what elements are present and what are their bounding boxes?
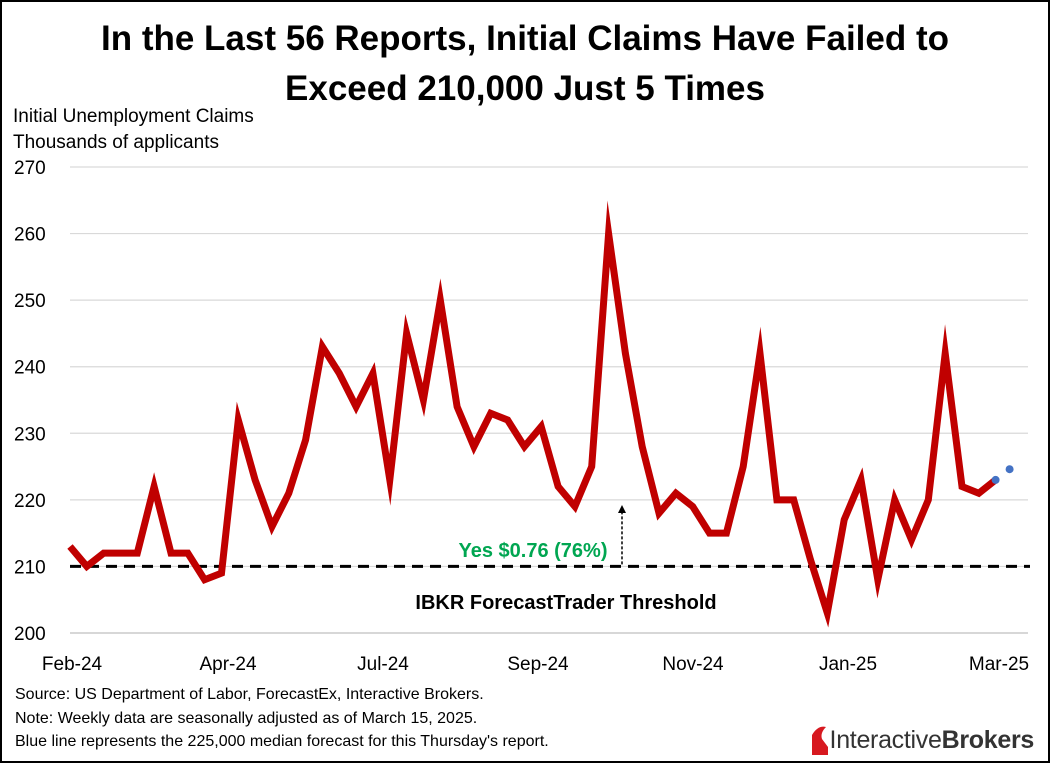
claims-data-point [338, 372, 340, 374]
claims-data-point [843, 519, 845, 521]
footnote-note: Note: Weekly data are seasonally adjuste… [15, 710, 478, 727]
claims-data-point [759, 352, 761, 354]
x-tick-label: Jul-24 [357, 654, 409, 675]
chart-title: In the Last 56 Reports, Initial Claims H… [2, 14, 1048, 114]
claims-data-point [372, 372, 374, 374]
claims-data-point [624, 352, 626, 354]
claims-data-point [793, 499, 795, 501]
claims-data-point [406, 332, 408, 334]
claims-data-point [692, 506, 694, 508]
claims-data-point [574, 506, 576, 508]
claims-data-point [523, 446, 525, 448]
y-axis-label-line-2: Thousands of applicants [13, 132, 219, 153]
annotation-label: Yes $0.76 (76%) [459, 540, 608, 562]
x-tick-label: Feb-24 [42, 654, 103, 675]
claims-data-point [136, 552, 138, 554]
forecast-point [991, 475, 1000, 484]
claims-data-point [187, 552, 189, 554]
claims-data-point [860, 479, 862, 481]
y-tick-label: 240 [14, 358, 46, 379]
title-line-2: Exceed 210,000 Just 5 Times [285, 69, 765, 108]
annotation-arrowhead [618, 505, 626, 513]
claims-data-point [153, 486, 155, 488]
y-tick-label: 200 [14, 624, 46, 645]
interactive-brokers-logo: InteractiveBrokers [808, 725, 1034, 755]
claims-data-point [490, 412, 492, 414]
logo-text-regular: Interactive [829, 725, 942, 754]
footnote-source: Source: US Department of Labor, Forecast… [15, 686, 484, 703]
claims-data-point [473, 446, 475, 448]
claims-data-point [221, 572, 223, 574]
claims-data-point [557, 486, 559, 488]
claims-data-point [894, 499, 896, 501]
claims-data-point [911, 539, 913, 541]
claims-data-point [826, 612, 828, 614]
claims-data-point [456, 406, 458, 408]
claims-data-point [439, 299, 441, 301]
claims-data-point [69, 546, 71, 548]
claims-data-point [540, 426, 542, 428]
claims-data-point [961, 486, 963, 488]
y-tick-label: 270 [14, 158, 46, 179]
claims-data-point [305, 439, 307, 441]
logo-text-bold: Brokers [941, 725, 1035, 754]
x-tick-label: Sep-24 [507, 654, 569, 675]
claims-data-point [237, 419, 239, 421]
claims-data-point [742, 466, 744, 468]
claims-data-point [608, 233, 610, 235]
claims-data-point [254, 479, 256, 481]
title-line-1: In the Last 56 Reports, Initial Claims H… [101, 19, 949, 58]
claims-data-point [86, 565, 88, 567]
claims-data-point [204, 579, 206, 581]
claims-data-point [422, 399, 424, 401]
footnote-forecast: Blue line represents the 225,000 median … [15, 733, 549, 750]
claims-data-point [591, 466, 593, 468]
y-tick-label: 250 [14, 291, 46, 312]
x-tick-label: Jan-25 [819, 654, 877, 675]
claims-data-point [978, 492, 980, 494]
claims-data-point [103, 552, 105, 554]
y-tick-label: 230 [14, 424, 46, 445]
claims-data-point [507, 419, 509, 421]
x-tick-label: Nov-24 [662, 654, 724, 675]
claims-data-point [725, 532, 727, 534]
x-tick-label: Mar-25 [969, 654, 1029, 675]
claims-data-point [288, 492, 290, 494]
claims-data-point [810, 559, 812, 561]
y-tick-label: 220 [14, 491, 46, 512]
claims-data-point [776, 499, 778, 501]
claims-data-point [271, 526, 273, 528]
claims-data-point [709, 532, 711, 534]
y-axis-label-line-1: Initial Unemployment Claims [13, 106, 254, 127]
claims-data-point [877, 579, 879, 581]
claims-data-point [927, 499, 929, 501]
threshold-label: IBKR ForecastTrader Threshold [415, 592, 716, 614]
claims-data-point [641, 446, 643, 448]
claims-data-point [389, 479, 391, 481]
claims-data-point [675, 492, 677, 494]
claims-data-point [355, 406, 357, 408]
y-tick-label: 260 [14, 225, 46, 246]
brokers-flame-icon [811, 726, 828, 755]
claims-series-line [67, 200, 998, 628]
claims-data-point [944, 352, 946, 354]
claims-data-point [170, 552, 172, 554]
claims-data-point [658, 512, 660, 514]
x-tick-label: Apr-24 [199, 654, 256, 675]
claims-data-point [321, 346, 323, 348]
y-tick-label: 210 [14, 557, 46, 578]
claims-data-point [120, 552, 122, 554]
forecast-point [1005, 465, 1014, 474]
